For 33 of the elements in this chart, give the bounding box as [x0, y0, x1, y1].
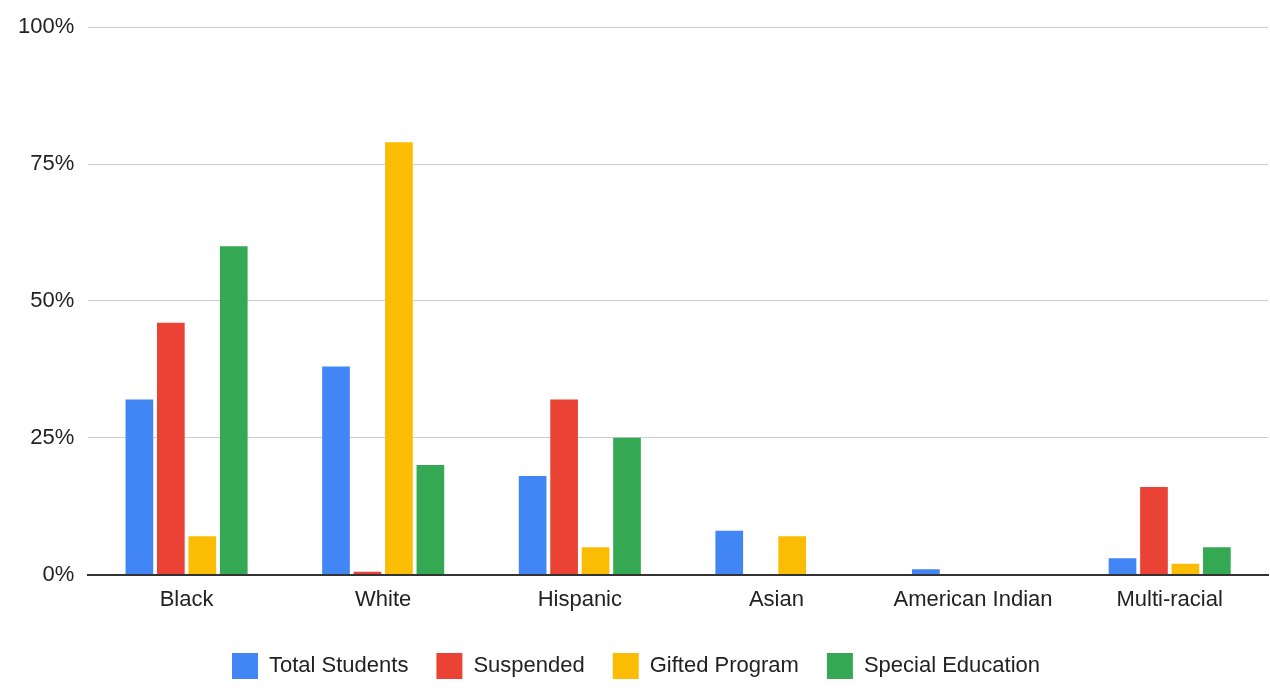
bar [912, 569, 940, 575]
bar [1108, 558, 1137, 575]
x-tick-label: Hispanic [537, 585, 623, 611]
y-tick-label: 50% [30, 286, 75, 312]
bar [613, 437, 641, 575]
bar [581, 547, 610, 575]
x-tick-label: Multi-racial [1116, 585, 1223, 611]
x-tick-label: Black [159, 585, 215, 611]
bar [188, 536, 217, 575]
bar [125, 399, 154, 575]
x-tick-label: Asian [748, 585, 804, 611]
y-tick-label: 100% [17, 13, 75, 39]
bar [385, 142, 413, 575]
bar [322, 366, 350, 575]
y-tick-label: 25% [30, 423, 75, 449]
legend-label: Total Students [268, 652, 409, 678]
legend-label: Suspended [473, 652, 585, 678]
legend-label: Gifted Program [649, 652, 799, 678]
legend-label: Special Education [863, 652, 1041, 678]
bar [550, 399, 578, 575]
bar [157, 322, 185, 575]
x-tick-label: American Indian [893, 585, 1053, 611]
bar [715, 530, 744, 575]
bar [518, 476, 547, 575]
bar [1140, 487, 1168, 575]
bar [1203, 547, 1231, 575]
bar [1171, 563, 1200, 575]
x-tick-label: White [355, 585, 412, 611]
y-tick-label: 75% [30, 150, 75, 176]
y-tick-label: 0% [42, 560, 75, 586]
bar [778, 536, 807, 575]
bar [219, 246, 248, 575]
bar [416, 465, 445, 575]
